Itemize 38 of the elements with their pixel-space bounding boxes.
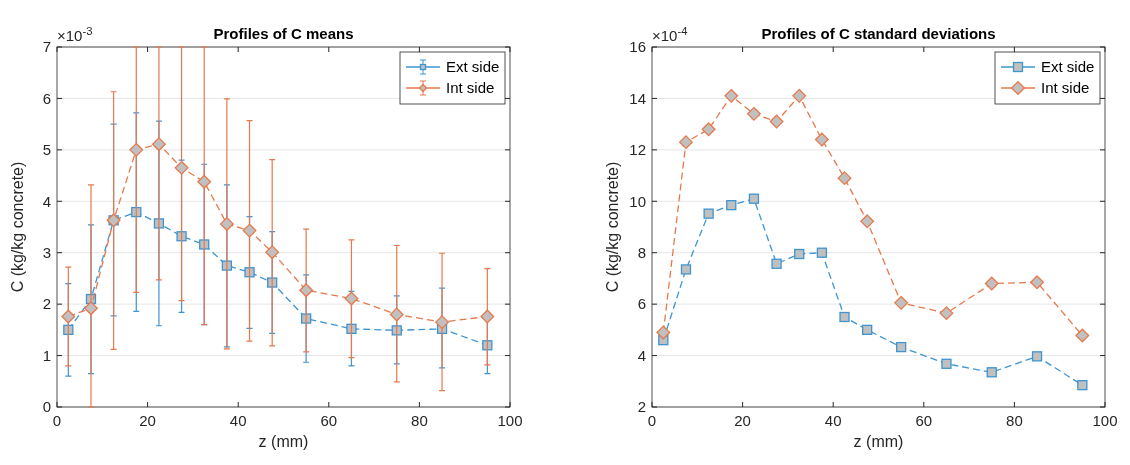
y-axis-title: C (kg/kg concrete) bbox=[604, 161, 621, 293]
x-tick-label: 80 bbox=[411, 412, 428, 429]
y-tick-label: 14 bbox=[629, 89, 646, 107]
x-axis-title: z (mm) bbox=[258, 433, 309, 450]
legend-label: Ext side bbox=[1041, 58, 1095, 76]
legend-label: Ext side bbox=[446, 58, 500, 76]
y-axis-title: C (kg/kg concrete) bbox=[9, 161, 26, 293]
y-tick-label: 2 bbox=[637, 398, 646, 416]
y-tick-label: 6 bbox=[637, 295, 646, 313]
text: ×10$^{-4}$ bbox=[652, 25, 688, 44]
x-tick-label: 40 bbox=[229, 412, 247, 429]
x-tick-label: 100 bbox=[497, 412, 523, 429]
y-tick-label: 6 bbox=[42, 89, 51, 107]
y-tick-label: 0 bbox=[42, 398, 51, 416]
text: ×10$^{-3}$ bbox=[57, 25, 93, 44]
x-tick-label: 20 bbox=[139, 412, 156, 429]
y-tick-label: 5 bbox=[42, 141, 51, 159]
x-tick-label: 60 bbox=[320, 412, 338, 429]
legend-label: Int side bbox=[1041, 79, 1090, 97]
x-tick-label: 40 bbox=[824, 412, 842, 429]
legend-label: Int side bbox=[446, 79, 495, 97]
y-tick-label: 3 bbox=[42, 243, 51, 261]
x-tick-label: 20 bbox=[734, 412, 751, 429]
x-tick-label: 60 bbox=[915, 412, 933, 429]
y-tick-label: 2 bbox=[42, 295, 51, 313]
x-tick-label: 100 bbox=[1092, 412, 1118, 429]
y-tick-label: 4 bbox=[42, 192, 51, 210]
y-tick-label: 1 bbox=[42, 346, 51, 364]
y-tick-label: 8 bbox=[637, 243, 646, 261]
y-tick-label: 4 bbox=[637, 346, 646, 364]
chart-title: Profiles of C standard deviations bbox=[761, 25, 996, 42]
chart-title: Profiles of C means bbox=[213, 25, 354, 42]
x-axis-title: z (mm) bbox=[853, 433, 904, 450]
y-tick-label: 10 bbox=[629, 192, 646, 210]
x-tick-label: 80 bbox=[1006, 412, 1023, 429]
y-tick-label: 7 bbox=[42, 38, 51, 56]
y-tick-label: 16 bbox=[629, 38, 646, 56]
y-tick-label: 12 bbox=[629, 141, 646, 159]
